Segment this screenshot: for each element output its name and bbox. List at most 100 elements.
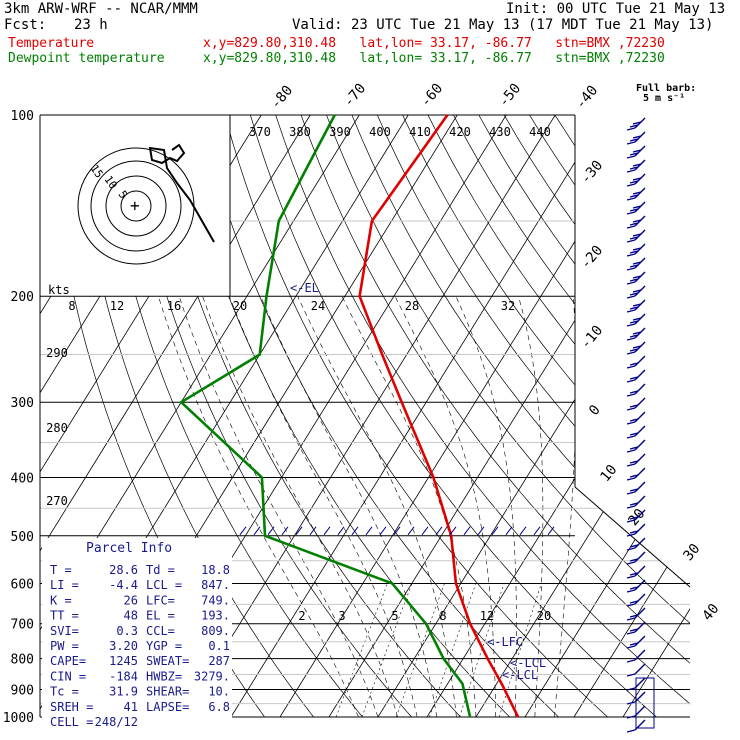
wind-barb-staff bbox=[634, 439, 646, 451]
parcel-info-value: 6.8 bbox=[208, 700, 230, 714]
parcel-info-value: 48 bbox=[124, 609, 138, 623]
mixing-ratio-label: 2 bbox=[298, 609, 305, 623]
wind-barb-feather bbox=[626, 407, 636, 411]
wind-barb-feather bbox=[626, 323, 636, 327]
wind-barb-staff bbox=[634, 145, 646, 157]
wind-barb-staff bbox=[634, 621, 646, 633]
wind-barb-feather bbox=[632, 163, 642, 167]
hodograph-speed-label: 32 bbox=[501, 299, 515, 313]
lfc-tick bbox=[393, 526, 401, 536]
hodograph-ring-label: 15 bbox=[88, 162, 106, 180]
theta-label: 380 bbox=[289, 125, 311, 139]
wind-barb-feather bbox=[626, 141, 636, 145]
wind-barb-staff bbox=[634, 271, 646, 283]
wind-barb-staff bbox=[634, 453, 646, 465]
wind-barb-feather bbox=[626, 533, 636, 537]
frame-diagonal bbox=[574, 486, 691, 588]
theta-label: 390 bbox=[329, 125, 351, 139]
mixing-ratio-line bbox=[395, 583, 445, 717]
dry-adiabat bbox=[376, 115, 690, 717]
hodograph-ring bbox=[105, 175, 167, 237]
isotherm-line bbox=[524, 115, 690, 717]
isotherm-label: -60 bbox=[418, 81, 447, 111]
parcel-info-key: HWBZ= bbox=[146, 669, 182, 683]
parcel-info-key: Tc = bbox=[50, 685, 79, 699]
model-title: 3km ARW-WRF -- NCAR/MMM bbox=[4, 1, 198, 17]
wind-barb-feather bbox=[626, 379, 636, 383]
pressure-label: 500 bbox=[11, 530, 34, 545]
hodograph-speed-label: 20 bbox=[233, 299, 247, 313]
hodograph-kts-label: kts bbox=[48, 283, 70, 297]
parcel-info-value: -184 bbox=[109, 669, 138, 683]
parcel-info-value: 10. bbox=[208, 685, 230, 699]
wind-barb-feather bbox=[626, 673, 636, 677]
theta-label: 290 bbox=[46, 346, 68, 360]
wind-barb-staff bbox=[634, 117, 646, 129]
parcel-info-key: LFC= bbox=[146, 593, 175, 607]
lfc-tick bbox=[491, 526, 499, 536]
lfc-tick bbox=[421, 526, 429, 536]
wind-barb-staff bbox=[634, 495, 646, 507]
wind-barb-feather bbox=[629, 376, 639, 380]
wind-barb-staff bbox=[634, 565, 646, 577]
valid-time: Valid: 23 UTC Tue 21 May 13 (17 MDT Tue … bbox=[292, 17, 714, 33]
mixing-ratio-line bbox=[429, 583, 477, 717]
parcel-info-value: 248/12 bbox=[95, 715, 138, 729]
wind-barb-feather bbox=[629, 348, 639, 352]
mixing-ratio-line bbox=[498, 583, 542, 717]
dewpoint-location: x,y=829.80,310.48 lat,lon= 33.17, -86.77… bbox=[203, 51, 665, 66]
isotherm-label: -20 bbox=[578, 243, 607, 273]
lcl-annotation: <-LCL bbox=[502, 668, 538, 682]
wind-barb-feather bbox=[629, 306, 639, 310]
lfc-tick bbox=[253, 526, 261, 536]
wind-barb-feather bbox=[629, 138, 639, 142]
parcel-info-value: -4.4 bbox=[109, 578, 138, 592]
parcel-info-key: CAPE= bbox=[50, 654, 86, 668]
wind-barb-feather bbox=[629, 334, 639, 338]
isotherm-label: 30 bbox=[680, 541, 703, 564]
wind-barb-staff bbox=[634, 691, 646, 703]
parcel-info-key: K = bbox=[50, 593, 72, 607]
parcel-info-value: 287 bbox=[208, 654, 230, 668]
dry-adiabat bbox=[580, 115, 690, 717]
mixing-ratio-line bbox=[335, 583, 388, 717]
wind-barb-feather bbox=[632, 261, 642, 265]
wind-barb-feather bbox=[629, 390, 639, 394]
parcel-info-key: CIN = bbox=[50, 669, 86, 683]
wind-barb-staff bbox=[634, 383, 646, 395]
mixing-ratio-label: 3 bbox=[338, 609, 345, 623]
wind-barb-feather bbox=[632, 205, 642, 209]
wind-barb-staff bbox=[634, 215, 646, 227]
wind-barb-feather bbox=[629, 320, 639, 324]
wind-barb-feather bbox=[629, 572, 639, 576]
parcel-info-value: 31.9 bbox=[109, 685, 138, 699]
hodograph-trace bbox=[148, 143, 215, 243]
wind-barb-feather bbox=[626, 463, 636, 467]
wind-barb-staff bbox=[634, 173, 646, 185]
theta-label: 440 bbox=[529, 125, 551, 139]
wind-barb-feather bbox=[629, 600, 639, 604]
wind-barb-feather bbox=[626, 225, 636, 229]
lfc-tick bbox=[379, 526, 387, 536]
wind-barb-feather bbox=[626, 645, 636, 649]
wind-barb-feather bbox=[632, 177, 642, 181]
lfc-tick bbox=[477, 526, 485, 536]
wind-barb-feather bbox=[626, 449, 636, 453]
wind-barb-feather bbox=[632, 317, 642, 321]
parcel-info-value: 0.1 bbox=[208, 639, 230, 653]
wind-barb-feather bbox=[629, 614, 639, 618]
hodograph-ring bbox=[120, 190, 152, 222]
wind-barb-feather bbox=[629, 222, 639, 226]
wind-barb-feather bbox=[632, 275, 642, 279]
wind-barb-feather bbox=[626, 281, 636, 285]
lfc-tick bbox=[337, 526, 345, 536]
moist-adiabat bbox=[158, 296, 359, 717]
wind-barb-feather bbox=[626, 351, 636, 355]
forecast-label: Fcst: bbox=[4, 17, 47, 33]
moist-adiabat bbox=[455, 296, 517, 717]
wind-barb-feather bbox=[626, 659, 636, 663]
lfc-tick bbox=[309, 526, 317, 536]
isotherm-line bbox=[426, 115, 690, 717]
wind-barb-feather bbox=[626, 393, 636, 397]
isotherm-label: -70 bbox=[341, 81, 370, 111]
